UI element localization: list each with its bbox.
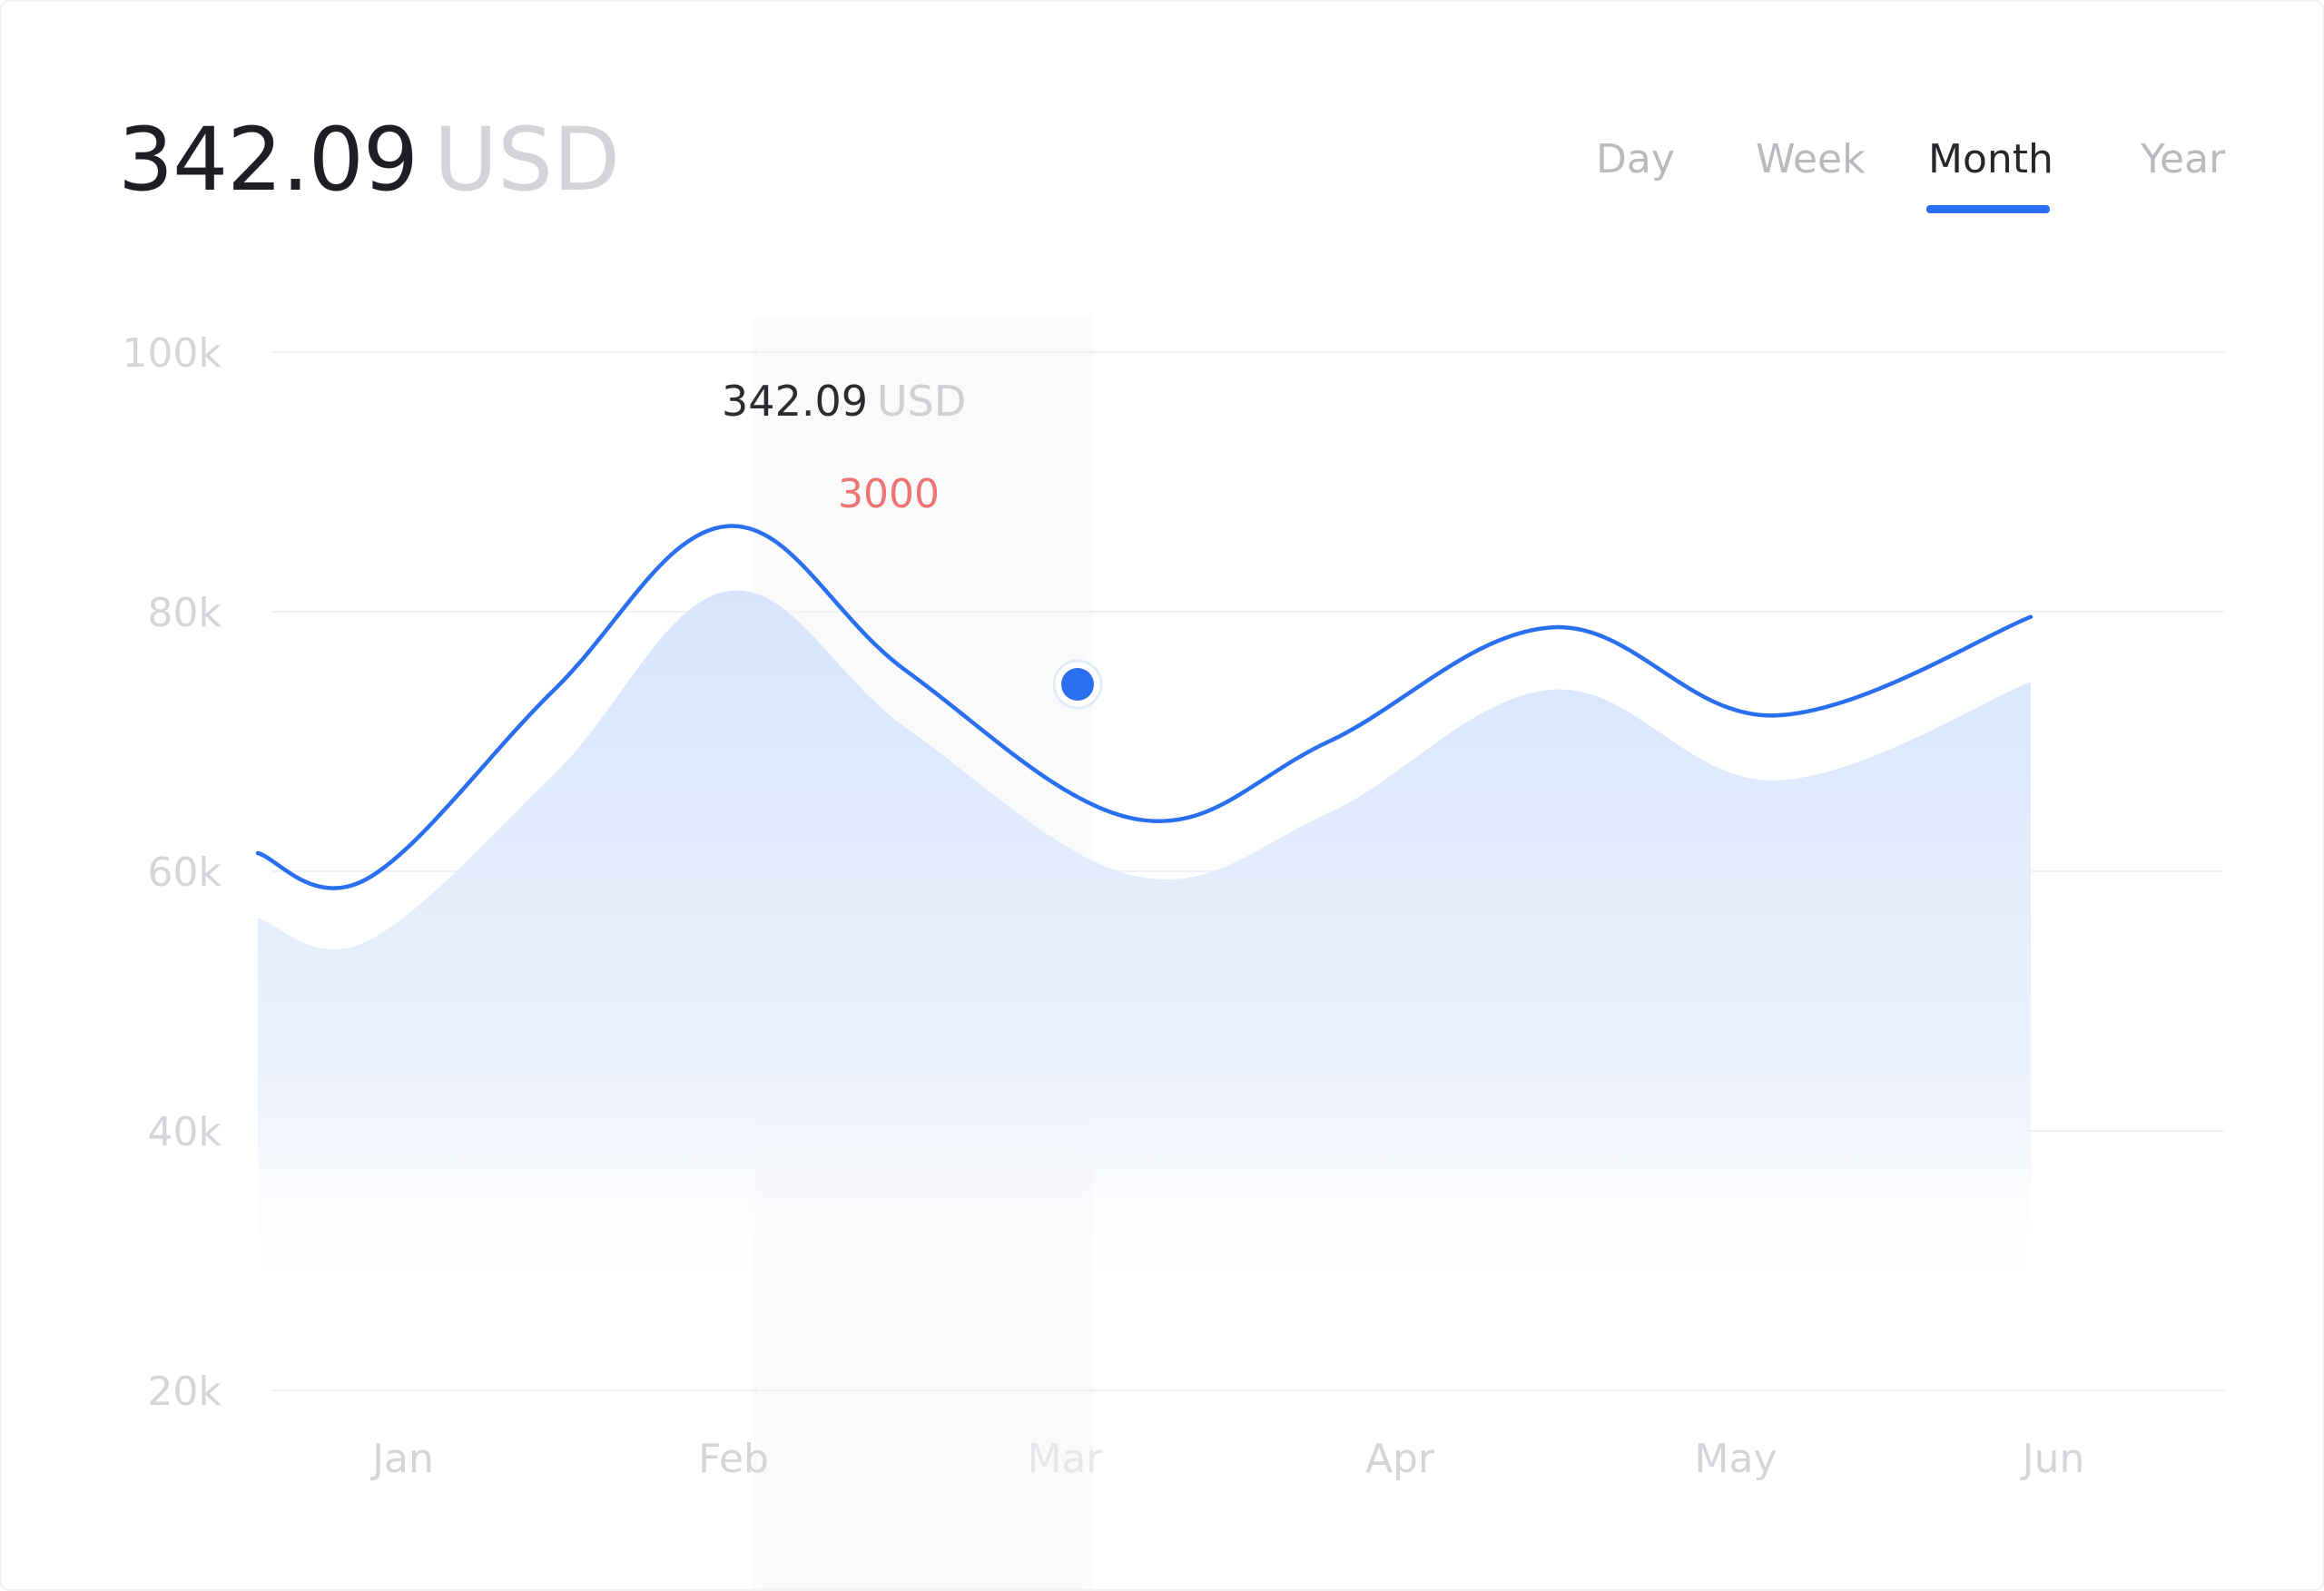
- y-tick-label: 40k: [148, 1109, 222, 1155]
- tab-day[interactable]: Day: [1596, 136, 1675, 182]
- x-tick-label: May: [1695, 1436, 1777, 1482]
- tab-week[interactable]: Week: [1756, 136, 1866, 182]
- hover-cursor: [1052, 574, 1103, 946]
- tooltip-text: 342.09 USD 3000: [722, 377, 966, 517]
- y-tick-label: 80k: [148, 590, 222, 636]
- tooltip-currency: USD: [877, 377, 966, 426]
- active-tab-indicator: [1926, 205, 2050, 213]
- tab-year[interactable]: Year: [2141, 136, 2226, 182]
- x-tick-label: Jan: [369, 1436, 434, 1482]
- balance-headline: 342.09 USD: [118, 109, 620, 211]
- tooltip-value: 3000: [838, 471, 940, 517]
- x-tick-label: Jun: [2020, 1436, 2085, 1482]
- y-tick-label: 20k: [148, 1369, 222, 1415]
- area-fill: [258, 590, 2031, 1309]
- area-series: [258, 590, 2031, 1309]
- x-tick-label: Mar: [1027, 1436, 1103, 1482]
- x-axis: Jan Feb Mar Apr May Jun: [369, 1436, 2084, 1482]
- y-tick-label: 100k: [123, 330, 222, 377]
- tab-month[interactable]: Month: [1928, 136, 2053, 182]
- line-series: [255, 524, 2034, 890]
- x-tick-label: Feb: [698, 1436, 769, 1482]
- x-tick-label: Apr: [1365, 1436, 1435, 1482]
- tooltip-amount: 342.09: [722, 377, 868, 426]
- y-axis: 100k 80k 60k 40k 20k: [123, 330, 222, 1415]
- balance-amount: 342.09: [118, 109, 419, 211]
- highlight-point[interactable]: [1061, 668, 1094, 701]
- balance-currency: USD: [433, 109, 621, 211]
- series-line: [255, 524, 2034, 890]
- y-tick-label: 60k: [148, 850, 222, 896]
